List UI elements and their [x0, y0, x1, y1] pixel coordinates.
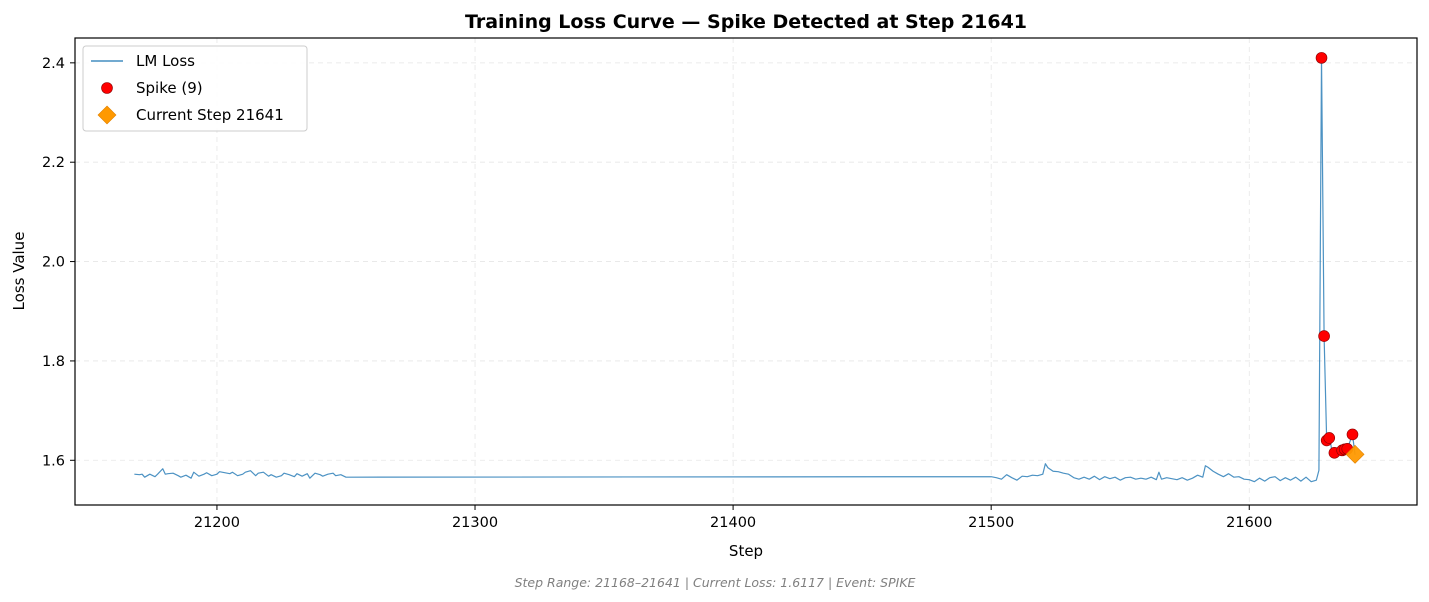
legend-box — [82, 45, 308, 132]
x-tick-label: 21600 — [1226, 515, 1272, 531]
tick-layer: 21200 21300 21400 21500 21600 1.6 1.8 2.0 2.2 2.4 — [42, 56, 1272, 531]
spike-point — [1346, 428, 1359, 441]
legend-swatch-current-step — [97, 105, 117, 125]
spike-point — [1318, 330, 1330, 342]
current-step-marker — [1345, 444, 1365, 464]
legend-label-current-step: Current Step 21641 — [136, 106, 284, 124]
y-tick-label: 2.0 — [42, 255, 65, 271]
legend-label-lm-loss: LM Loss — [136, 52, 195, 70]
x-axis-label: Step — [729, 542, 763, 560]
series-line-lm-loss — [134, 57, 1356, 483]
y-tick-label: 1.6 — [42, 453, 65, 469]
legend-label-spike: Spike (9) — [136, 79, 203, 97]
y-tick-label: 2.4 — [42, 56, 65, 72]
y-tick-label: 2.2 — [42, 155, 65, 171]
x-tick-label: 21200 — [194, 515, 240, 531]
x-tick-label: 21300 — [452, 515, 498, 531]
gridlines — [75, 38, 1417, 505]
legend: LM Loss Spike (9) Current Step 21641 — [82, 45, 308, 132]
spike-point — [1315, 52, 1328, 64]
spike-point — [1323, 432, 1336, 444]
x-tick-label: 21400 — [710, 515, 756, 531]
y-tick-label: 1.8 — [42, 354, 65, 370]
series-layer — [134, 52, 1365, 483]
chart-title: Training Loss Curve — Spike Detected at … — [465, 11, 1027, 33]
footer-note: Step Range: 21168–21641 | Current Loss: … — [515, 575, 916, 590]
legend-swatch-spike — [101, 82, 113, 94]
y-axis-label: Loss Value — [10, 232, 28, 311]
plot-frame — [74, 37, 1418, 506]
x-tick-label: 21500 — [968, 515, 1014, 531]
